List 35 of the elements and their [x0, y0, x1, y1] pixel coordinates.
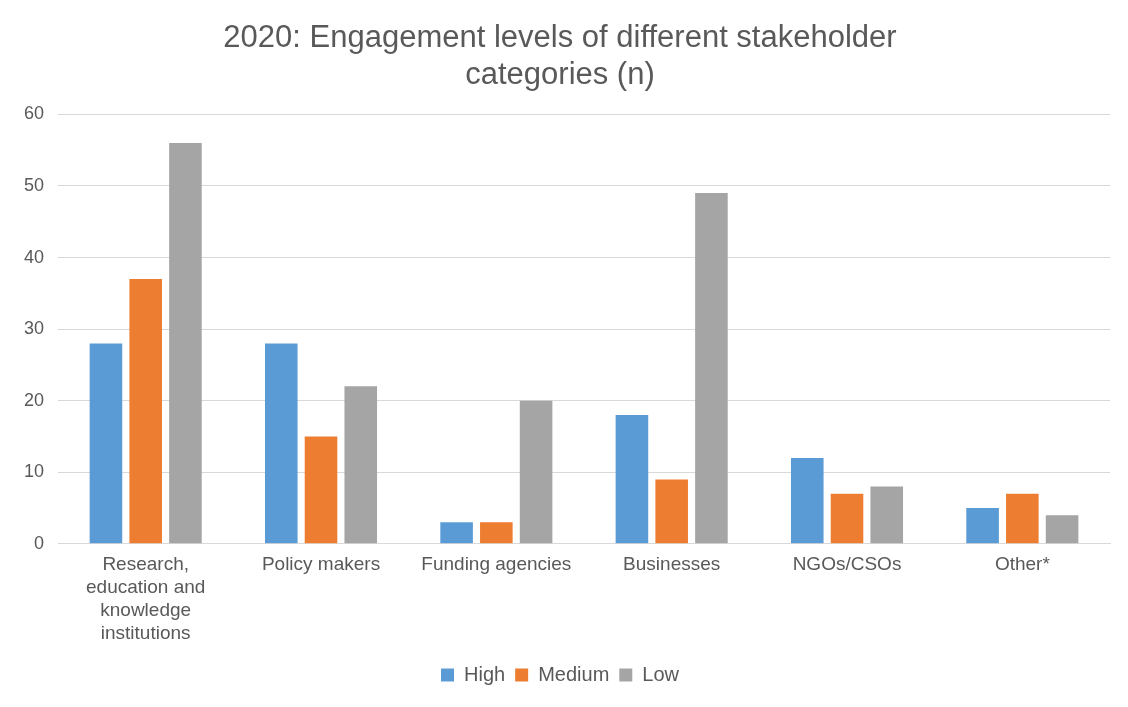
bar: [1045, 515, 1079, 544]
y-tick-label: 30: [23, 318, 45, 339]
bar: [830, 493, 864, 544]
x-tick-label: Other*: [994, 553, 1051, 575]
legend-label: Low: [642, 662, 680, 685]
x-tick-label: NGOs/CSOs: [792, 553, 902, 575]
bar: [1006, 493, 1039, 544]
bar: [966, 508, 999, 544]
bar: [615, 414, 649, 544]
bar: [304, 436, 338, 544]
chart-title: 2020: Engagement levels of different stakeholder categories (n): [223, 19, 897, 92]
bar: [790, 457, 824, 544]
legend-label: High: [464, 662, 506, 685]
bar: [440, 522, 473, 544]
y-tick-label: 60: [23, 103, 45, 124]
bar: [480, 522, 513, 544]
bar: [129, 279, 162, 544]
bar: [89, 343, 123, 544]
bar: [344, 386, 378, 544]
y-tick-label: 40: [23, 246, 45, 267]
x-tick-label: Businesses: [623, 553, 721, 575]
y-tick-label: 10: [23, 461, 45, 482]
bar: [519, 400, 553, 544]
bar: [264, 343, 298, 544]
legend-label: Medium: [538, 662, 610, 685]
bar: [870, 486, 904, 544]
bar: [169, 143, 202, 544]
bar: [695, 193, 728, 544]
bar: [655, 479, 688, 544]
x-tick-label: Research, education and knowledge institutions: [85, 553, 206, 643]
y-tick-label: 20: [23, 389, 45, 410]
y-tick-label: 0: [34, 532, 45, 553]
x-tick-label: Funding agencies: [421, 553, 572, 575]
y-tick-label: 50: [23, 174, 45, 195]
x-tick-label: Policy makers: [261, 553, 381, 575]
